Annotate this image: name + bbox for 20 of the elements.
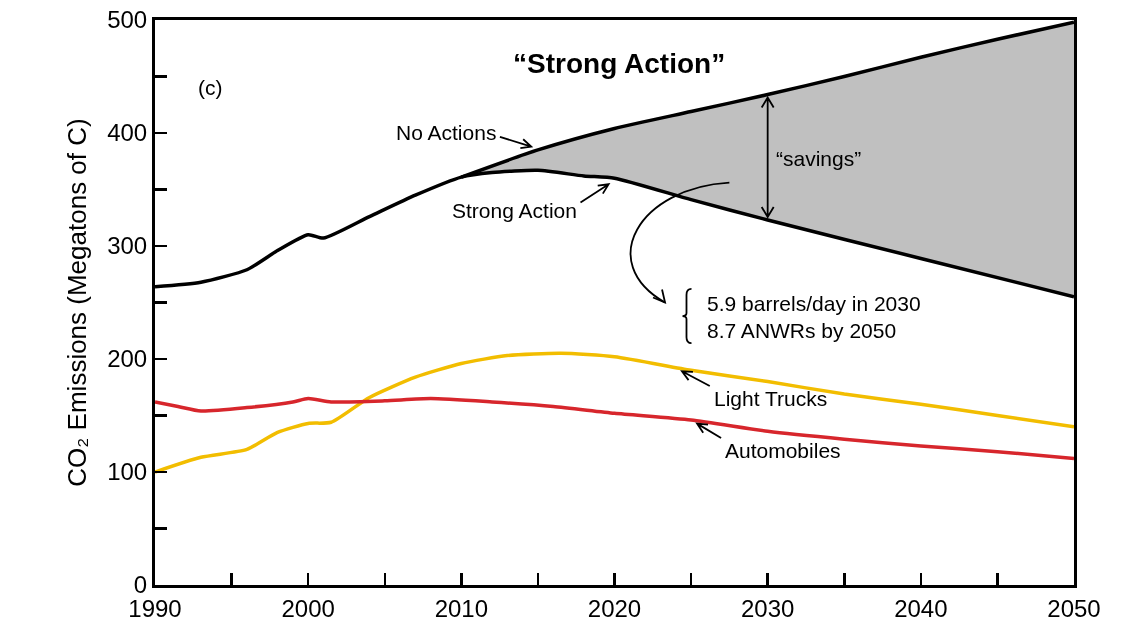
y-tick-label: 100	[107, 458, 148, 486]
y-tick-label: 400	[107, 119, 148, 147]
annotation: 5.9 barrels/day in 2030 8.7 ANWRs by 2050	[707, 292, 921, 343]
x-tick-label: 2040	[894, 594, 948, 622]
x-tick-label: 2050	[1047, 594, 1101, 622]
x-tick-label: 2000	[281, 594, 335, 622]
annotation: Strong Action	[452, 199, 577, 222]
annotation: Automobiles	[725, 439, 841, 462]
x-tick-label: 2030	[740, 594, 795, 622]
x-tick-label: 2010	[434, 594, 489, 622]
x-tick-label: 2020	[587, 594, 642, 622]
annotation: Light Trucks	[714, 387, 828, 410]
y-tick-label: 200	[107, 345, 148, 373]
text: “Strong Action”	[513, 47, 726, 79]
annotation: (c)	[198, 76, 223, 99]
annotation: No Actions	[396, 121, 497, 144]
y-tick-label: 500	[107, 6, 148, 34]
annotation: “savings”	[776, 147, 862, 170]
y-tick-label: 300	[107, 232, 148, 260]
y-axis-title: CO₂ Emissions (Megatons of C)	[61, 118, 92, 487]
